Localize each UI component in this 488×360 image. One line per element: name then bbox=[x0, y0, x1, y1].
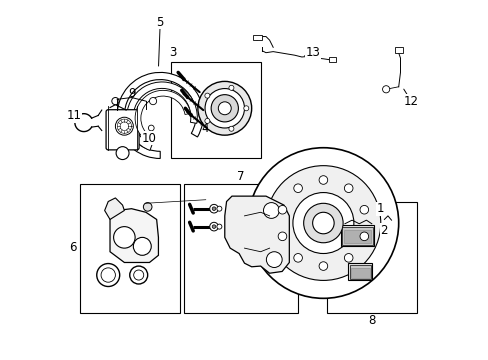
Circle shape bbox=[212, 225, 215, 228]
Bar bbox=[350, 268, 369, 278]
Text: 13: 13 bbox=[305, 46, 320, 59]
Text: 2: 2 bbox=[380, 224, 387, 237]
Text: 9: 9 bbox=[127, 87, 135, 100]
Circle shape bbox=[292, 193, 353, 253]
Circle shape bbox=[204, 93, 209, 98]
Circle shape bbox=[217, 224, 222, 229]
Polygon shape bbox=[104, 198, 124, 220]
Bar bbox=[80, 184, 180, 313]
Text: 10: 10 bbox=[142, 132, 157, 145]
Circle shape bbox=[266, 252, 282, 267]
Circle shape bbox=[244, 106, 248, 111]
Circle shape bbox=[247, 148, 398, 298]
Circle shape bbox=[129, 266, 147, 284]
Bar bbox=[348, 263, 371, 280]
Circle shape bbox=[263, 203, 279, 219]
Bar bbox=[328, 57, 335, 62]
Circle shape bbox=[209, 222, 218, 231]
Circle shape bbox=[382, 86, 389, 93]
Circle shape bbox=[359, 206, 368, 214]
Circle shape bbox=[293, 184, 302, 193]
Circle shape bbox=[116, 147, 129, 159]
Polygon shape bbox=[224, 196, 289, 273]
Circle shape bbox=[113, 226, 135, 248]
Circle shape bbox=[211, 95, 238, 122]
Wedge shape bbox=[135, 90, 190, 141]
Circle shape bbox=[344, 184, 352, 193]
Circle shape bbox=[198, 81, 251, 135]
Text: 7: 7 bbox=[237, 170, 244, 183]
FancyBboxPatch shape bbox=[106, 110, 139, 150]
Circle shape bbox=[319, 176, 327, 184]
Bar bbox=[171, 62, 260, 158]
Bar bbox=[349, 265, 370, 279]
Circle shape bbox=[133, 270, 143, 280]
Circle shape bbox=[204, 118, 209, 123]
Bar bbox=[183, 184, 298, 313]
Text: 5: 5 bbox=[156, 16, 163, 29]
Circle shape bbox=[133, 237, 151, 255]
Bar bbox=[342, 227, 372, 244]
Circle shape bbox=[217, 206, 222, 211]
Circle shape bbox=[204, 89, 244, 128]
Circle shape bbox=[115, 117, 133, 135]
Bar bbox=[341, 225, 373, 246]
Bar bbox=[326, 202, 416, 313]
Bar bbox=[344, 230, 370, 243]
Bar bbox=[253, 35, 262, 40]
Text: 4: 4 bbox=[201, 122, 208, 135]
Circle shape bbox=[228, 126, 233, 131]
Text: 11: 11 bbox=[66, 109, 81, 122]
Circle shape bbox=[228, 85, 233, 90]
Circle shape bbox=[303, 203, 343, 243]
Wedge shape bbox=[126, 82, 197, 150]
Circle shape bbox=[278, 232, 286, 240]
Circle shape bbox=[359, 232, 368, 240]
Circle shape bbox=[148, 125, 154, 131]
Circle shape bbox=[212, 207, 215, 211]
Text: 3: 3 bbox=[169, 46, 176, 59]
Circle shape bbox=[344, 253, 352, 262]
Circle shape bbox=[319, 262, 327, 270]
Circle shape bbox=[209, 204, 218, 213]
Wedge shape bbox=[117, 72, 203, 158]
Circle shape bbox=[149, 98, 156, 105]
Circle shape bbox=[97, 264, 120, 287]
Circle shape bbox=[112, 98, 119, 105]
Circle shape bbox=[143, 203, 152, 211]
Circle shape bbox=[265, 166, 380, 280]
Text: 12: 12 bbox=[403, 95, 418, 108]
Circle shape bbox=[101, 268, 115, 282]
Bar bbox=[394, 47, 402, 53]
Text: 8: 8 bbox=[367, 314, 375, 327]
Text: 6: 6 bbox=[69, 240, 77, 253]
Text: 1: 1 bbox=[376, 202, 384, 215]
Polygon shape bbox=[110, 209, 158, 262]
Circle shape bbox=[312, 212, 333, 234]
Circle shape bbox=[278, 206, 286, 214]
Circle shape bbox=[218, 102, 231, 115]
Circle shape bbox=[293, 253, 302, 262]
